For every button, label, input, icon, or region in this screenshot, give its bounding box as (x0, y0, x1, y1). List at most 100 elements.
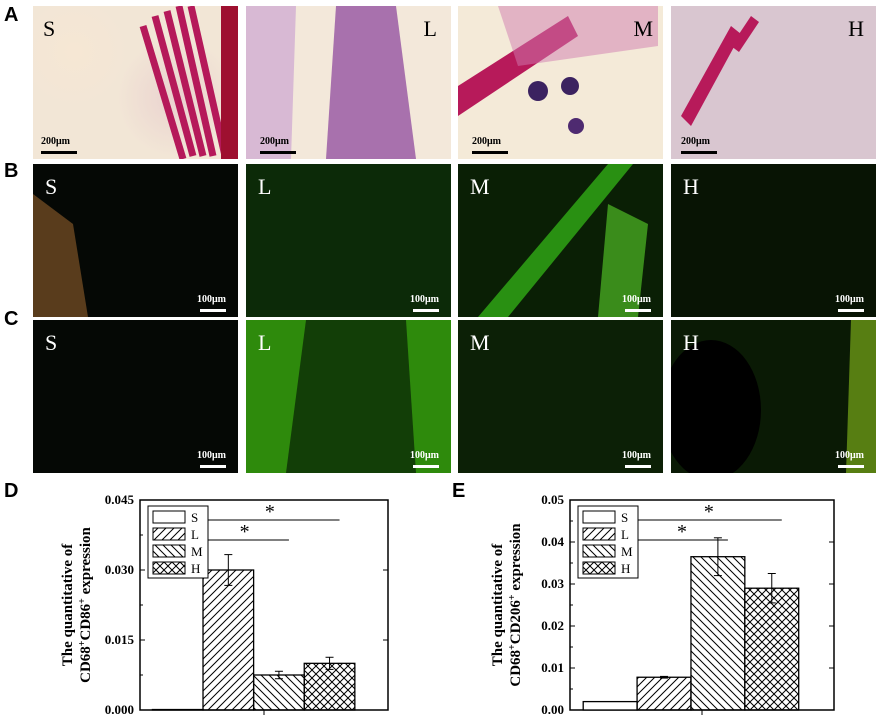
legend-label-L: L (191, 527, 199, 542)
scale-bar (838, 309, 864, 312)
he-tissue-m (458, 6, 658, 134)
tile-letter: S (43, 16, 56, 41)
scale-bar (472, 151, 508, 154)
tile-letter: M (470, 174, 490, 199)
y-tick-label: 0.045 (105, 492, 135, 507)
y-axis-label-line1: The quantitative of (490, 543, 506, 667)
row-label-a: A (4, 4, 19, 26)
scale-bar (413, 309, 439, 312)
if-tissue (671, 320, 876, 473)
if-image-m-c: M 100μm (458, 320, 663, 473)
row-label-c: C (4, 308, 19, 330)
he-image-l: L 200μm (246, 6, 451, 159)
y-axis-label: The quantitative of CD68+CD86+ expression (60, 526, 94, 682)
tile-letter: S (45, 174, 58, 199)
he-tissue-s (139, 6, 238, 159)
legend-label-L: L (621, 527, 629, 542)
bar-M (252, 674, 305, 711)
legend-swatch-S (582, 510, 616, 524)
scale-bar (200, 465, 226, 468)
scale-label: 200μm (260, 136, 289, 147)
legend-swatch-L (582, 527, 616, 541)
tile-letter: L (258, 174, 272, 199)
significance-star: * (240, 521, 250, 543)
bar-H (303, 662, 356, 711)
legend-label-S: S (191, 510, 198, 525)
tile-letter: L (423, 16, 437, 41)
legend-swatch-M (582, 544, 616, 558)
tile-letter: L (258, 330, 272, 355)
tile-letter: S (45, 330, 58, 355)
scale-label: 100μm (410, 450, 439, 461)
scale-label: 100μm (622, 294, 651, 305)
scale-label: 200μm (41, 136, 70, 147)
y-tick-label: 0.03 (541, 576, 564, 591)
he-tissue-h (671, 6, 876, 159)
tile-letter: H (848, 16, 864, 41)
he-tissue-l (246, 6, 416, 159)
y-axis-label-line2: CD68+CD86+ expression (77, 526, 95, 682)
row-label-b: B (4, 160, 19, 182)
he-image-s: S 200μm (33, 6, 238, 159)
scale-label: 200μm (681, 136, 710, 147)
bar-S (582, 700, 638, 711)
tile-letter: H (683, 174, 699, 199)
if-image-m-b: M 100μm (458, 164, 663, 317)
scale-bar (200, 309, 226, 312)
scale-bar (625, 309, 651, 312)
legend-swatch-M (152, 544, 186, 558)
legend-label-S: S (621, 510, 628, 525)
legend-label-H: H (621, 561, 630, 576)
legend-swatch-L (152, 527, 186, 541)
y-tick-label: 0.01 (541, 660, 564, 675)
y-tick-label: 0.015 (105, 632, 135, 647)
if-image-l-b: L 100μm (246, 164, 451, 317)
significance-star: * (677, 521, 687, 543)
scale-bar (838, 465, 864, 468)
significance-star: * (704, 501, 714, 523)
if-tissue (33, 194, 88, 317)
scale-label: 100μm (197, 294, 226, 305)
if-tissue (478, 164, 648, 317)
if-image-h-c: H 100μm (671, 320, 876, 473)
if-image-h-b: H 100μm (671, 164, 876, 317)
legend-label-M: M (191, 544, 203, 559)
chart-label-e: E (452, 480, 466, 502)
y-tick-label: 0.030 (105, 562, 134, 577)
legend-swatch-S (152, 510, 186, 524)
he-image-h: H 200μm (671, 6, 876, 159)
bar-L (202, 569, 255, 711)
if-image-l-c: L 100μm (246, 320, 451, 473)
scale-label: 100μm (622, 450, 651, 461)
legend-swatch-H (152, 561, 186, 575)
if-tissue (286, 320, 416, 473)
y-tick-label: 0.04 (541, 534, 564, 549)
y-axis-label-line2: CD68+CD206+ expression (507, 523, 525, 687)
scale-label: 100μm (835, 294, 864, 305)
legend-label-M: M (621, 544, 633, 559)
if-image-s-c: S 100μm (33, 320, 238, 473)
bar-H (744, 587, 800, 711)
significance-star: * (265, 501, 275, 523)
y-tick-label: 0.00 (541, 702, 564, 717)
y-tick-label: 0.000 (105, 702, 134, 717)
scale-label: 200μm (472, 136, 501, 147)
scale-bar (260, 151, 296, 154)
scale-bar (413, 465, 439, 468)
he-image-m: M 200μm (458, 6, 663, 159)
y-tick-label: 0.02 (541, 618, 564, 633)
scale-bar (625, 465, 651, 468)
scale-bar (41, 151, 77, 154)
tile-letter: H (683, 330, 699, 355)
y-tick-label: 0.05 (541, 492, 564, 507)
legend-swatch-H (582, 561, 616, 575)
legend-label-H: H (191, 561, 200, 576)
scale-label: 100μm (197, 450, 226, 461)
chart-label-d: D (4, 480, 19, 502)
bar-M (690, 556, 746, 711)
scale-label: 100μm (410, 294, 439, 305)
tile-letter: M (470, 330, 490, 355)
tile-letter: M (633, 16, 653, 41)
